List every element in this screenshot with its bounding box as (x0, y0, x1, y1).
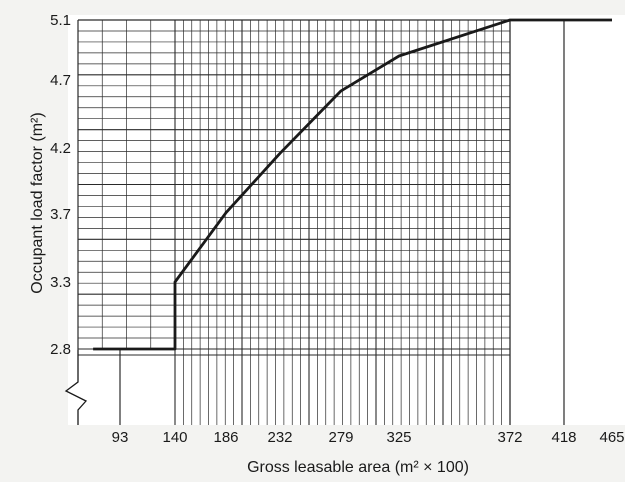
x-tick-label: 418 (551, 429, 576, 446)
grid-lines (78, 19, 511, 425)
x-tick-label: 232 (267, 429, 292, 446)
y-tick-label: 4.2 (50, 140, 71, 157)
x-tick-label: 325 (386, 429, 411, 446)
x-tick-label: 279 (328, 429, 353, 446)
y-tick-label: 2.8 (50, 341, 71, 358)
y-tick-labels: 2.8 3.3 3.7 4.2 4.7 5.1 (50, 12, 71, 358)
x-tick-label: 140 (162, 429, 187, 446)
y-axis-break-icon (64, 350, 88, 425)
x-tick-label: 93 (112, 429, 129, 446)
x-tick-label: 372 (497, 429, 522, 446)
x-tick-labels: 93 140 186 232 279 325 372 418 465 (112, 429, 625, 446)
y-axis-title: Occupant load factor (m²) (29, 112, 46, 293)
y-tick-label: 3.3 (50, 274, 71, 291)
x-tick-label: 465 (599, 429, 624, 446)
plot-background (68, 15, 625, 425)
y-tick-label: 5.1 (50, 12, 71, 29)
y-tick-label: 4.7 (50, 72, 71, 89)
x-axis-title: Gross leasable area (m² × 100) (247, 459, 469, 476)
y-tick-label: 3.7 (50, 206, 71, 223)
series-line (93, 18, 612, 351)
x-tick-label: 186 (213, 429, 238, 446)
